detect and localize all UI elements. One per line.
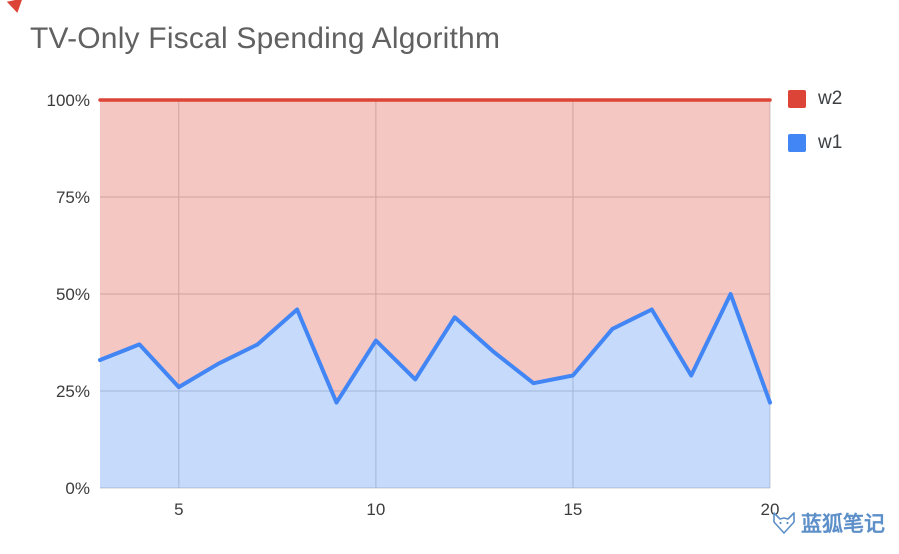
y-tick-label: 75%: [56, 188, 90, 207]
chart-title: TV-Only Fiscal Spending Algorithm: [30, 22, 501, 55]
chart-legend: w2 w1: [788, 88, 842, 154]
legend-swatch-w1: [788, 134, 806, 152]
watermark-text: 蓝狐笔记: [801, 513, 885, 536]
legend-item-w1: w1: [788, 132, 842, 154]
x-tick-label: 10: [366, 500, 385, 519]
legend-swatch-w2: [788, 90, 806, 108]
y-tick-label: 0%: [65, 479, 90, 498]
watermark: 蓝狐笔记: [772, 508, 885, 538]
x-tick-label: 15: [563, 500, 582, 519]
x-tick-label: 5: [174, 500, 183, 519]
legend-label-w1: w1: [818, 132, 843, 153]
fox-logo-icon: [773, 512, 795, 534]
w2-area: [100, 100, 770, 403]
y-tick-label: 50%: [56, 285, 90, 304]
y-tick-label: 100%: [47, 91, 90, 110]
legend-label-w2: w2: [818, 88, 843, 109]
w1-line: [98, 292, 772, 405]
legend-item-w2: w2: [788, 88, 842, 110]
y-tick-label: 25%: [56, 382, 90, 401]
